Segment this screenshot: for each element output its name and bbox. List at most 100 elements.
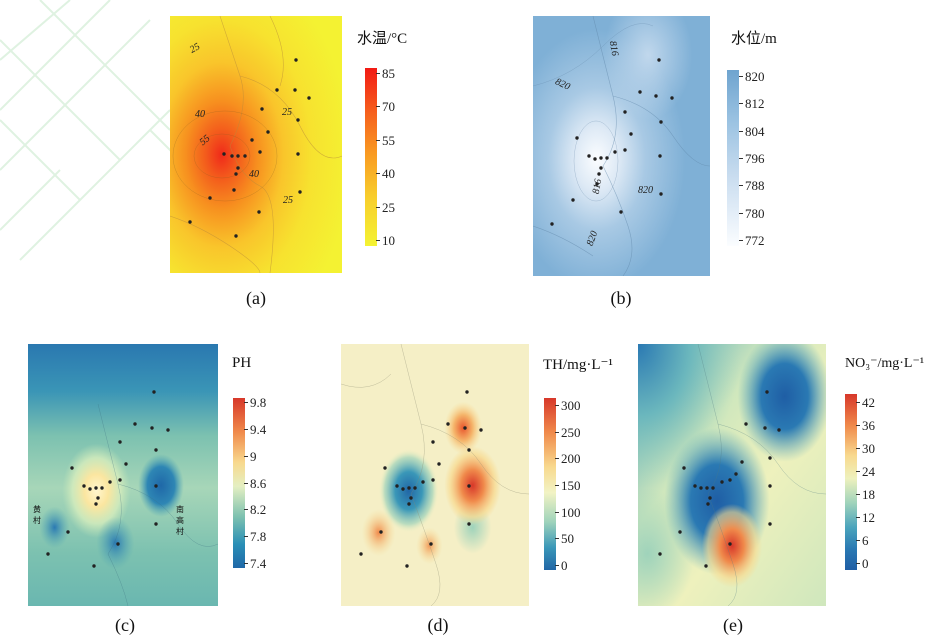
colorbar-tick-label: 85: [382, 66, 395, 81]
contour-label: 820: [638, 185, 653, 196]
colorbar-e: [845, 394, 857, 570]
colorbar-tick-mark: [244, 402, 248, 403]
colorbar-tick-label: 300: [561, 398, 581, 413]
colorbar-title-d: TH/mg·L⁻¹: [543, 357, 613, 373]
colorbar-tick-mark: [555, 538, 559, 540]
panel-caption-d: (d): [427, 615, 449, 635]
map-d-total-hardness: [341, 344, 529, 606]
colorbar-c: [233, 398, 245, 568]
panel-caption-e: (e): [723, 615, 743, 635]
colorbar-tick-label: 42: [862, 395, 875, 410]
colorbar-tick-label: 7.8: [250, 529, 267, 545]
colorbar-tick-mark: [856, 448, 860, 449]
panel-caption-a: (a): [246, 288, 266, 308]
colorbar-tick-mark: [739, 240, 743, 241]
colorbar-tick-label: 804: [745, 123, 765, 139]
colorbar-tick-mark: [376, 206, 380, 208]
sample-points-c: [46, 390, 170, 568]
colorbar-tick-mark: [739, 158, 743, 159]
sample-points-d: [359, 390, 483, 568]
colorbar-tick-mark: [856, 402, 860, 403]
colorbar-title-e: NO₃⁻/mg·L⁻¹: [845, 356, 925, 371]
colorbar-title-a: 水温/°C: [357, 31, 408, 47]
colorbar-tick-label: 6: [862, 533, 869, 548]
colorbar-tick-label: 36: [862, 418, 875, 433]
colorbar-tick-label: 796: [745, 151, 765, 166]
colorbar-tick-label: 250: [561, 424, 581, 440]
colorbar-tick-mark: [555, 458, 559, 460]
colorbar-tick-mark: [856, 494, 860, 495]
colorbar-tick-label: 812: [745, 96, 765, 112]
colorbar-tick-label: 9: [250, 448, 257, 464]
colorbar-tick-label: 150: [561, 478, 581, 493]
colorbar-tick-label: 8.6: [250, 475, 267, 491]
sample-points-b: [550, 58, 674, 226]
colorbar-a: [365, 68, 377, 246]
colorbar-tick-mark: [376, 73, 380, 74]
colorbar-tick-mark: [376, 240, 380, 241]
colorbar-tick-mark: [555, 511, 559, 513]
colorbar-tick-label: 0: [862, 556, 869, 571]
sample-points-e: [658, 390, 781, 568]
colorbar-tick-mark: [856, 425, 860, 426]
colorbar-tick-mark: [739, 76, 743, 77]
place-label: 南高村: [176, 505, 184, 536]
colorbar-tick-label: 9.8: [250, 395, 267, 410]
colorbar-tick-mark: [555, 485, 559, 486]
colorbar-tick-mark: [244, 536, 248, 538]
colorbar-tick-label: 30: [862, 441, 875, 456]
map-a-water-temperature: [170, 16, 342, 273]
colorbar-tick-label: 10: [382, 233, 395, 248]
colorbar-tick-label: 55: [382, 132, 395, 148]
colorbar-tick-label: 12: [862, 510, 875, 525]
contour-label: 40: [195, 109, 205, 120]
colorbar-tick-mark: [376, 173, 380, 175]
map-e-nitrate: [638, 344, 826, 606]
colorbar-tick-label: 40: [382, 166, 395, 182]
colorbar-tick-label: 25: [382, 199, 395, 215]
colorbar-tick-label: 18: [862, 487, 875, 502]
map-c-ph: [28, 344, 218, 606]
colorbar-tick-label: 780: [745, 205, 765, 221]
colorbar-tick-mark: [376, 139, 380, 141]
colorbar-tick-mark: [739, 103, 743, 105]
panel-caption-c: (c): [115, 615, 135, 635]
colorbar-tick-label: 0: [561, 558, 568, 573]
colorbar-d: [544, 398, 556, 570]
colorbar-tick-mark: [856, 471, 860, 472]
colorbar-title-b: 水位/m: [731, 31, 777, 47]
colorbar-tick-label: 7.4: [250, 556, 267, 571]
contour-label: 25: [282, 107, 292, 118]
colorbar-tick-mark: [739, 185, 743, 187]
colorbar-tick-label: 24: [862, 464, 875, 479]
place-label: 黄村: [33, 505, 41, 525]
colorbar-tick-mark: [856, 540, 860, 541]
colorbar-tick-mark: [244, 455, 248, 457]
colorbar-tick-label: 820: [745, 69, 765, 84]
colorbar-tick-mark: [376, 106, 380, 108]
colorbar-tick-mark: [856, 517, 860, 518]
colorbar-tick-mark: [244, 482, 248, 484]
colorbar-tick-mark: [856, 563, 860, 564]
sample-points-a: [188, 58, 311, 238]
colorbar-tick-label: 772: [745, 233, 765, 248]
map-b-water-level: [533, 16, 710, 276]
colorbar-tick-label: 50: [561, 531, 574, 547]
colorbar-tick-label: 788: [745, 178, 765, 194]
contour-label: 40: [249, 169, 259, 180]
colorbar-title-c: PH: [232, 355, 252, 371]
colorbar-tick-mark: [555, 565, 559, 566]
colorbar-tick-label: 9.4: [250, 421, 267, 437]
colorbar-b: [727, 70, 739, 246]
colorbar-tick-mark: [555, 405, 559, 406]
colorbar-tick-mark: [739, 130, 743, 132]
colorbar-tick-mark: [244, 509, 248, 511]
colorbar-tick-mark: [555, 431, 559, 433]
colorbar-tick-label: 200: [561, 451, 581, 467]
colorbar-tick-mark: [244, 428, 248, 430]
colorbar-tick-label: 70: [382, 99, 395, 115]
contour-label: 25: [283, 195, 293, 206]
colorbar-tick-mark: [739, 212, 743, 214]
colorbar-tick-label: 8.2: [250, 502, 267, 518]
colorbar-tick-mark: [244, 563, 248, 564]
